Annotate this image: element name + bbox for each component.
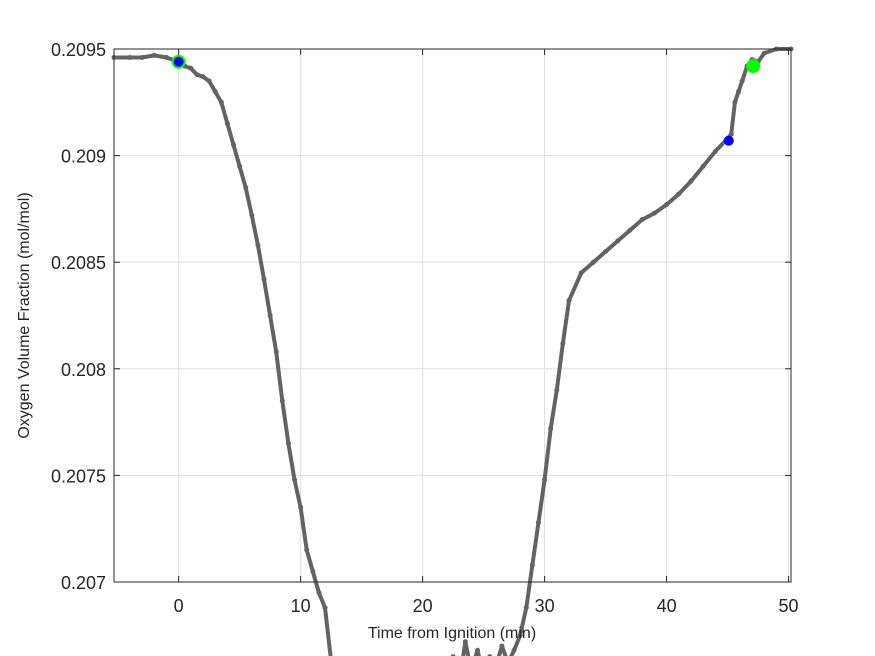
y-tick-label: 0.209 xyxy=(61,147,106,167)
data-point xyxy=(475,647,481,653)
data-point xyxy=(249,212,255,218)
data-point xyxy=(739,78,745,84)
data-point xyxy=(292,477,298,483)
y-axis-tick-labels: 0.207 0.2075 0.208 0.2085 0.209 0.2095 xyxy=(51,40,106,593)
data-point xyxy=(194,72,200,78)
event-markers xyxy=(171,54,761,146)
data-point xyxy=(127,55,133,61)
plot-area xyxy=(114,49,791,582)
x-axis-tick-labels: 0 10 20 30 40 50 xyxy=(174,596,799,616)
data-point xyxy=(200,74,206,80)
data-point xyxy=(554,387,560,393)
data-point xyxy=(310,568,316,574)
x-tick-label: 0 xyxy=(174,596,184,616)
y-tick-label: 0.207 xyxy=(61,573,106,593)
data-point xyxy=(535,519,541,525)
data-point xyxy=(279,398,285,404)
data-point xyxy=(231,142,237,148)
y-tick-label: 0.2085 xyxy=(51,253,106,273)
data-point xyxy=(261,276,267,282)
data-point xyxy=(560,340,566,346)
data-point xyxy=(304,547,310,553)
x-tick-label: 30 xyxy=(535,596,555,616)
data-point xyxy=(548,425,554,431)
y-tick-label: 0.208 xyxy=(61,360,106,380)
data-point xyxy=(462,639,468,645)
data-point xyxy=(736,89,742,95)
y-tick-label: 0.2095 xyxy=(51,40,106,60)
data-point xyxy=(578,270,584,276)
data-point xyxy=(590,259,596,265)
plot-frame xyxy=(113,48,792,583)
data-point xyxy=(651,210,657,216)
data-point xyxy=(151,52,157,58)
data-point xyxy=(273,349,279,355)
data-point xyxy=(700,163,706,169)
data-point xyxy=(188,65,194,71)
data-point xyxy=(603,249,609,255)
grid-lines xyxy=(114,48,791,583)
end-marker-blue xyxy=(723,135,734,146)
data-point xyxy=(676,191,682,197)
x-tick-label: 40 xyxy=(657,596,677,616)
data-point xyxy=(499,643,505,649)
data-point xyxy=(529,562,535,568)
data-point xyxy=(615,238,621,244)
x-tick-label: 10 xyxy=(291,596,311,616)
data-point xyxy=(732,99,738,105)
x-axis-label: Time from Ignition (min) xyxy=(368,625,536,642)
data-point xyxy=(139,55,145,61)
data-point xyxy=(224,121,230,127)
data-point xyxy=(322,605,328,611)
data-point xyxy=(285,440,291,446)
x-tick-label: 50 xyxy=(779,596,799,616)
data-point xyxy=(255,242,261,248)
start-marker-blue xyxy=(173,56,184,67)
data-point xyxy=(728,131,734,137)
data-point xyxy=(206,78,212,84)
end-marker-green xyxy=(746,59,761,74)
data-point xyxy=(712,148,718,154)
data-point xyxy=(688,178,694,184)
data-point xyxy=(267,313,273,318)
data-point xyxy=(212,89,218,95)
data-point xyxy=(761,50,767,56)
data-point xyxy=(639,217,645,223)
data-point xyxy=(243,185,249,191)
data-point xyxy=(523,605,529,611)
data-point xyxy=(316,590,322,596)
data-point xyxy=(298,504,304,510)
data-point xyxy=(664,202,670,208)
y-axis-label: Oxygen Volume Fraction (mol/mol) xyxy=(16,192,33,438)
data-point xyxy=(517,632,523,638)
data-point xyxy=(627,227,633,233)
y-tick-label: 0.2075 xyxy=(51,466,106,486)
data-point xyxy=(163,55,169,61)
data-point xyxy=(542,477,548,483)
data-point xyxy=(237,163,243,169)
x-tick-label: 20 xyxy=(413,596,433,616)
axis-ticks xyxy=(114,48,791,583)
data-point xyxy=(566,298,572,304)
data-point xyxy=(511,647,517,653)
data-point xyxy=(218,99,224,105)
